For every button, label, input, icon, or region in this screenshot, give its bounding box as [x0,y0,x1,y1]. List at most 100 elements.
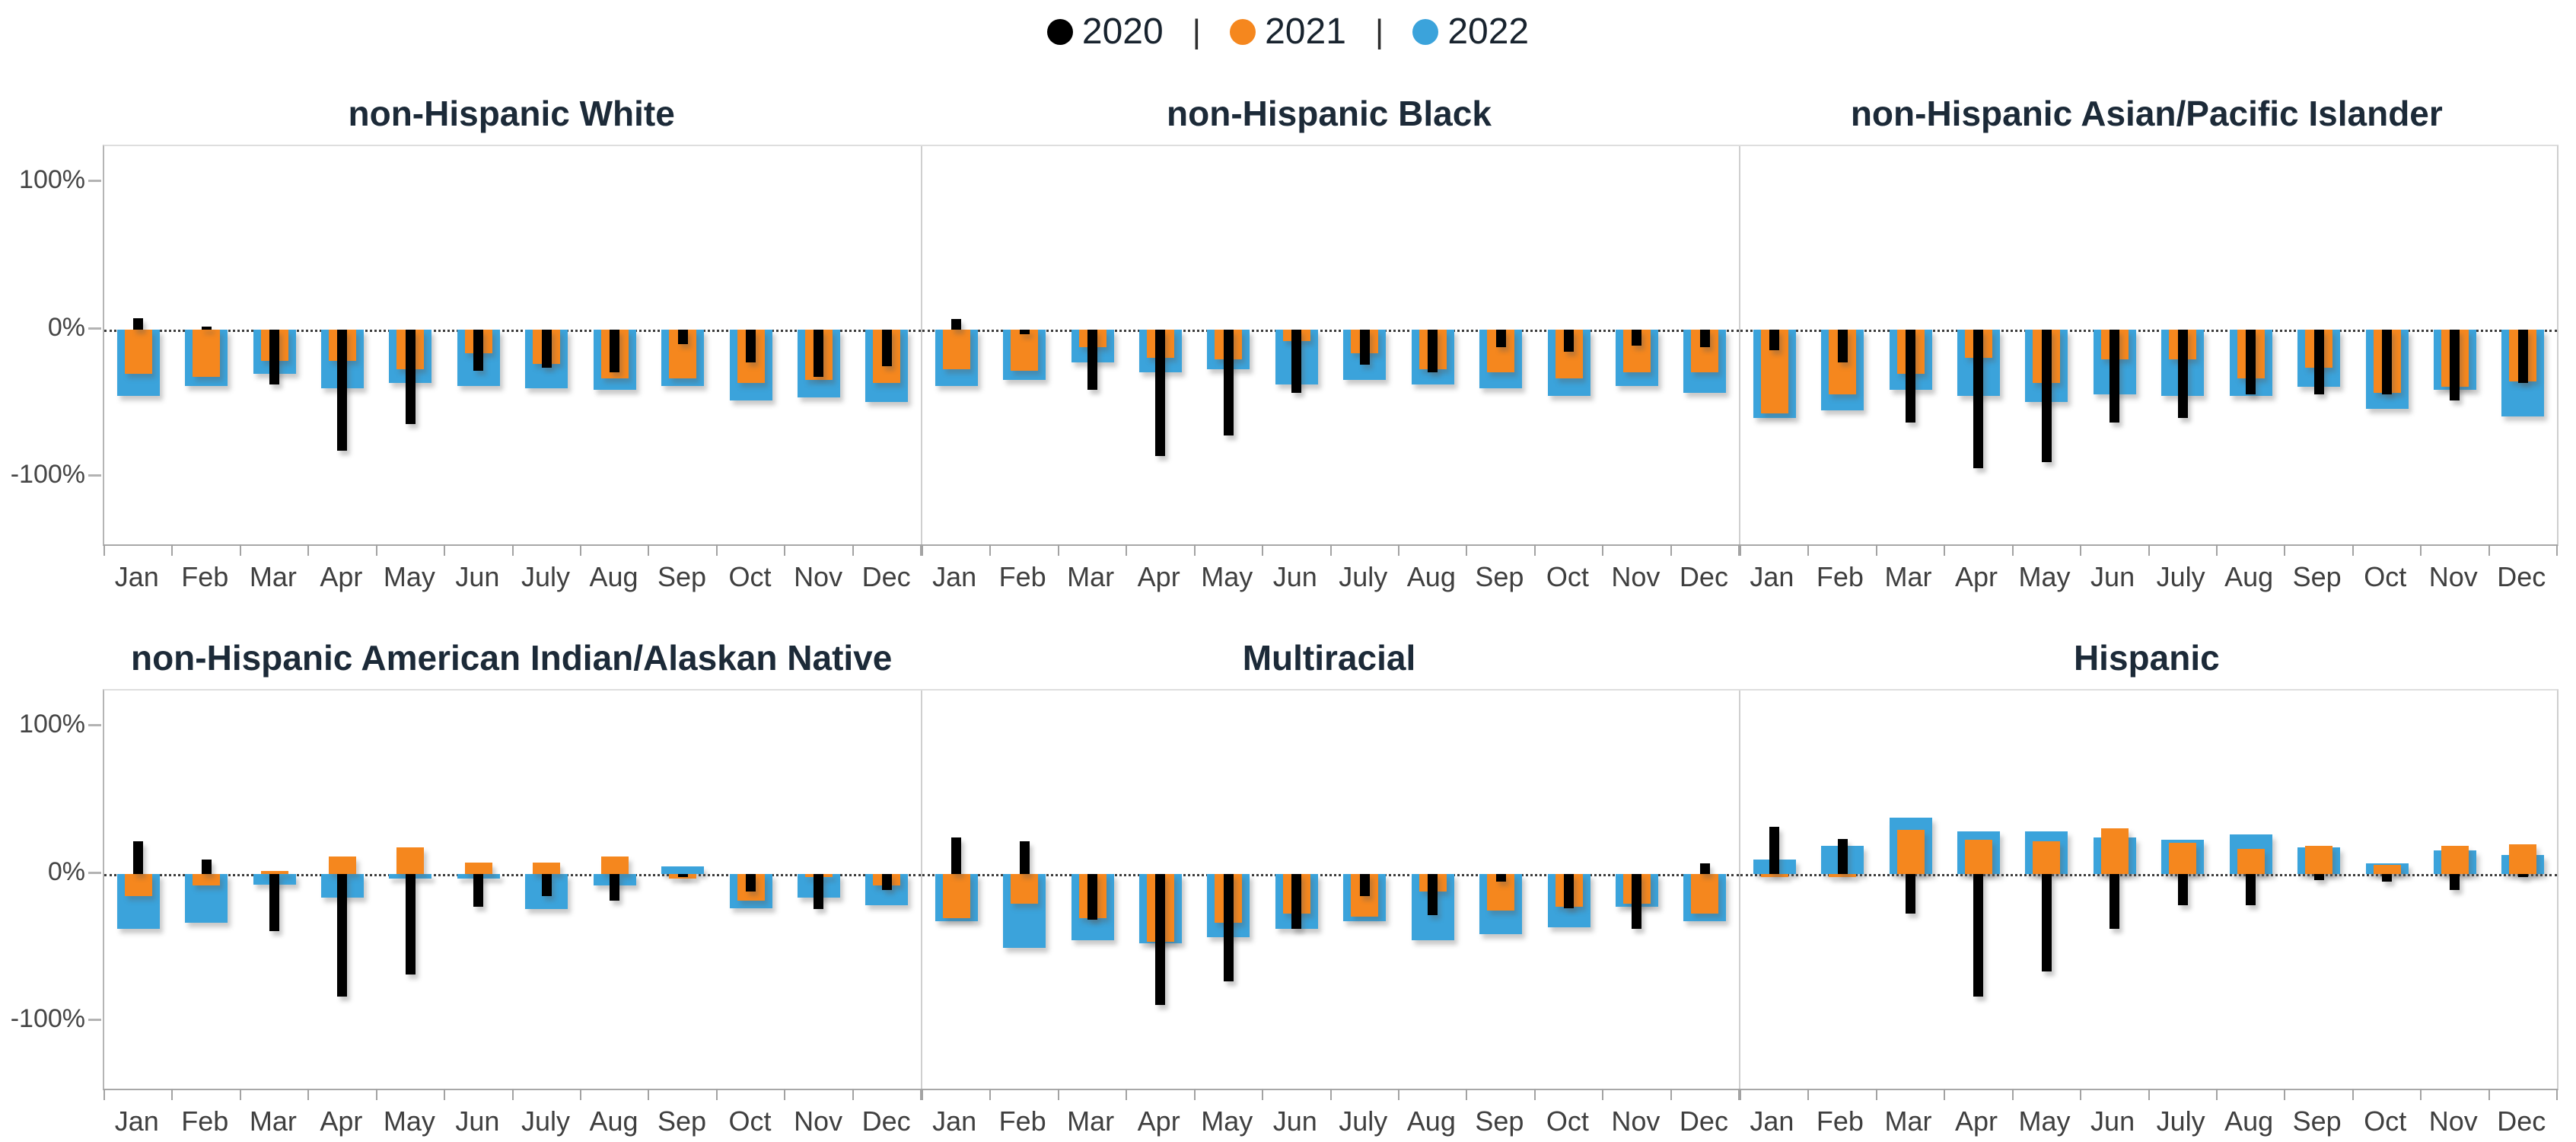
bar-2020-apr[interactable] [1973,330,1984,468]
bar-2020-dec[interactable] [881,874,892,891]
bar-2020-may[interactable] [405,330,416,424]
bar-2020-feb[interactable] [1837,330,1848,362]
bar-2020-apr[interactable] [1973,874,1984,997]
bar-2020-nov[interactable] [1632,874,1642,929]
bar-2020-july[interactable] [1359,874,1370,897]
bar-2020-nov[interactable] [814,330,824,377]
bar-2020-dec[interactable] [1699,330,1710,348]
bar-2020-may[interactable] [1223,874,1234,982]
bar-2020-jan[interactable] [951,319,962,330]
bar-2021-jan[interactable] [942,330,970,370]
bar-2020-may[interactable] [2041,874,2052,971]
bar-2020-apr[interactable] [337,874,348,997]
bar-2021-july[interactable] [2169,843,2197,874]
legend-item-2021[interactable]: 2021 [1230,11,1346,53]
bar-2020-nov[interactable] [2450,874,2460,891]
bar-2020-aug[interactable] [2246,330,2256,395]
bar-2020-aug[interactable] [1428,330,1438,373]
bar-2020-apr[interactable] [1155,874,1166,1006]
bar-2021-dec[interactable] [1691,874,1719,914]
bar-2020-jun[interactable] [1291,874,1302,929]
bar-2020-july[interactable] [2177,330,2188,419]
bar-2021-jan[interactable] [942,874,970,919]
bar-2021-feb[interactable] [1011,330,1039,372]
bar-2021-feb[interactable] [193,330,221,377]
bar-2021-feb[interactable] [1011,874,1039,904]
bar-2020-oct[interactable] [2382,330,2392,395]
bar-2020-jan[interactable] [1769,827,1780,874]
bar-2020-sep[interactable] [2313,874,2324,880]
bar-2020-jan[interactable] [1769,330,1780,351]
bar-2020-sep[interactable] [677,330,688,345]
bar-2020-nov[interactable] [1632,330,1642,346]
bar-2020-feb[interactable] [1837,838,1848,874]
bar-2020-oct[interactable] [1564,874,1574,908]
bar-2020-jan[interactable] [133,317,144,330]
bar-2020-jun[interactable] [2110,874,2120,929]
bar-2021-jan[interactable] [1760,874,1788,877]
bar-2020-mar[interactable] [1906,330,1916,423]
bar-2020-mar[interactable] [269,874,280,932]
legend-item-2022[interactable]: 2022 [1412,11,1529,53]
bar-2020-sep[interactable] [1495,874,1506,882]
bar-2021-nov[interactable] [2441,846,2469,874]
bar-2020-mar[interactable] [1906,874,1916,914]
bar-2020-aug[interactable] [2246,874,2256,905]
bar-2021-may[interactable] [2033,841,2061,874]
bar-2020-jan[interactable] [133,841,144,874]
bar-2020-feb[interactable] [1019,330,1030,334]
bar-2021-july[interactable] [533,862,561,874]
bar-2020-sep[interactable] [1495,330,1506,348]
bar-2020-aug[interactable] [610,330,620,373]
bar-2021-jan[interactable] [124,330,152,375]
bar-2020-feb[interactable] [201,327,212,330]
bar-2021-mar[interactable] [1896,829,1925,874]
bar-2020-mar[interactable] [1087,874,1098,920]
bar-2020-oct[interactable] [746,874,756,892]
bar-2021-may[interactable] [396,847,425,874]
bar-2020-sep[interactable] [677,874,688,877]
bar-2020-oct[interactable] [2382,874,2392,882]
bar-2020-feb[interactable] [201,859,212,874]
bar-2020-feb[interactable] [1019,841,1030,874]
bar-2020-aug[interactable] [1428,874,1438,916]
bar-2020-apr[interactable] [1155,330,1166,457]
bar-2021-oct[interactable] [2373,865,2401,874]
bar-2020-jun[interactable] [473,330,484,372]
bar-2022-sep[interactable] [661,866,705,874]
bar-2020-jun[interactable] [473,874,484,907]
bar-2020-jan[interactable] [951,837,962,874]
bar-2021-apr[interactable] [328,856,356,874]
bar-2020-jun[interactable] [2110,330,2120,423]
bar-2021-dec[interactable] [2509,844,2537,874]
bar-2020-july[interactable] [541,874,552,897]
bar-2021-feb[interactable] [1829,874,1857,877]
bar-2021-feb[interactable] [193,874,221,886]
bar-2020-mar[interactable] [269,330,280,384]
bar-2020-july[interactable] [2177,874,2188,905]
bar-2020-may[interactable] [1223,330,1234,436]
bar-2020-july[interactable] [541,330,552,368]
bar-2020-dec[interactable] [2517,330,2528,383]
bar-2020-mar[interactable] [1087,330,1098,391]
bar-2020-oct[interactable] [746,330,756,362]
bar-2020-dec[interactable] [1699,863,1710,874]
bar-2021-aug[interactable] [2237,849,2265,874]
bar-2021-sep[interactable] [2305,846,2333,874]
bar-2020-july[interactable] [1359,330,1370,365]
bar-2021-jan[interactable] [124,874,152,897]
bar-2021-mar[interactable] [260,871,288,874]
bar-2020-dec[interactable] [881,330,892,367]
bar-2020-nov[interactable] [814,874,824,910]
bar-2020-jun[interactable] [1291,330,1302,394]
legend-item-2020[interactable]: 2020 [1046,11,1164,53]
bar-2020-nov[interactable] [2450,330,2460,400]
bar-2021-jun[interactable] [464,862,492,874]
bar-2020-sep[interactable] [2313,330,2324,395]
bar-2020-may[interactable] [405,874,416,975]
bar-2020-dec[interactable] [2517,874,2528,877]
bar-2021-apr[interactable] [1964,840,1992,874]
bar-2021-jun[interactable] [2100,828,2129,874]
bar-2021-aug[interactable] [600,856,629,874]
bar-2020-aug[interactable] [610,874,620,901]
